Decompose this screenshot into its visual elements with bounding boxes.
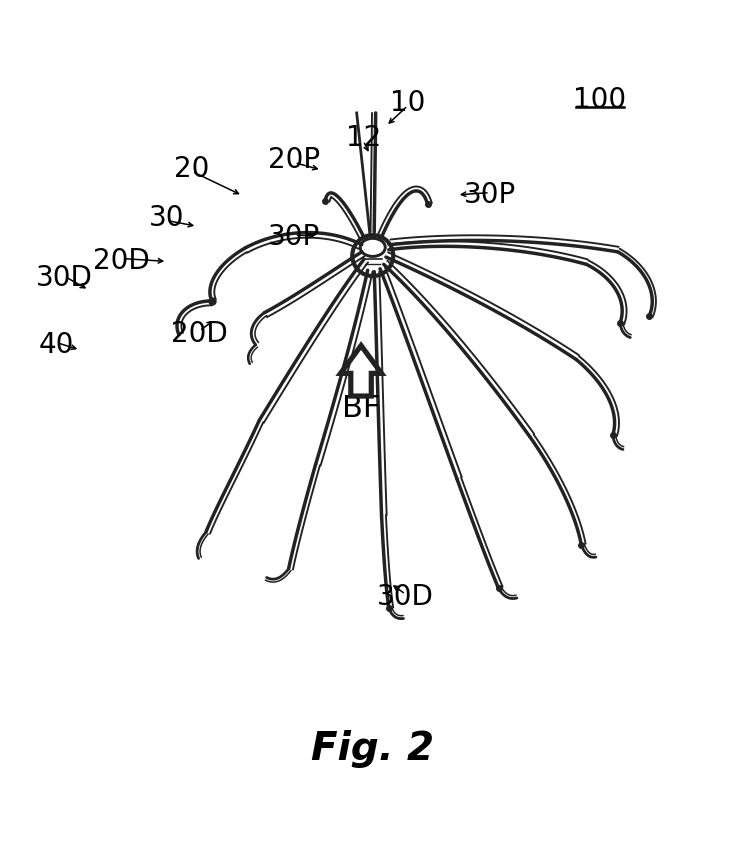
Text: 10: 10: [390, 89, 425, 116]
Text: 20D: 20D: [171, 320, 227, 348]
Text: 40: 40: [39, 331, 74, 359]
Text: 20: 20: [174, 155, 209, 182]
Text: 20P: 20P: [268, 145, 320, 174]
Text: 12: 12: [346, 124, 381, 152]
Text: Fig. 2: Fig. 2: [311, 730, 434, 769]
Text: 30P: 30P: [463, 181, 516, 209]
Text: BF: BF: [342, 394, 380, 423]
Text: 30P: 30P: [268, 223, 320, 251]
Text: 30: 30: [148, 204, 184, 233]
Text: 30D: 30D: [377, 583, 434, 611]
Text: 30D: 30D: [36, 264, 92, 292]
Text: 100: 100: [573, 86, 626, 115]
Text: 20D: 20D: [93, 247, 150, 274]
